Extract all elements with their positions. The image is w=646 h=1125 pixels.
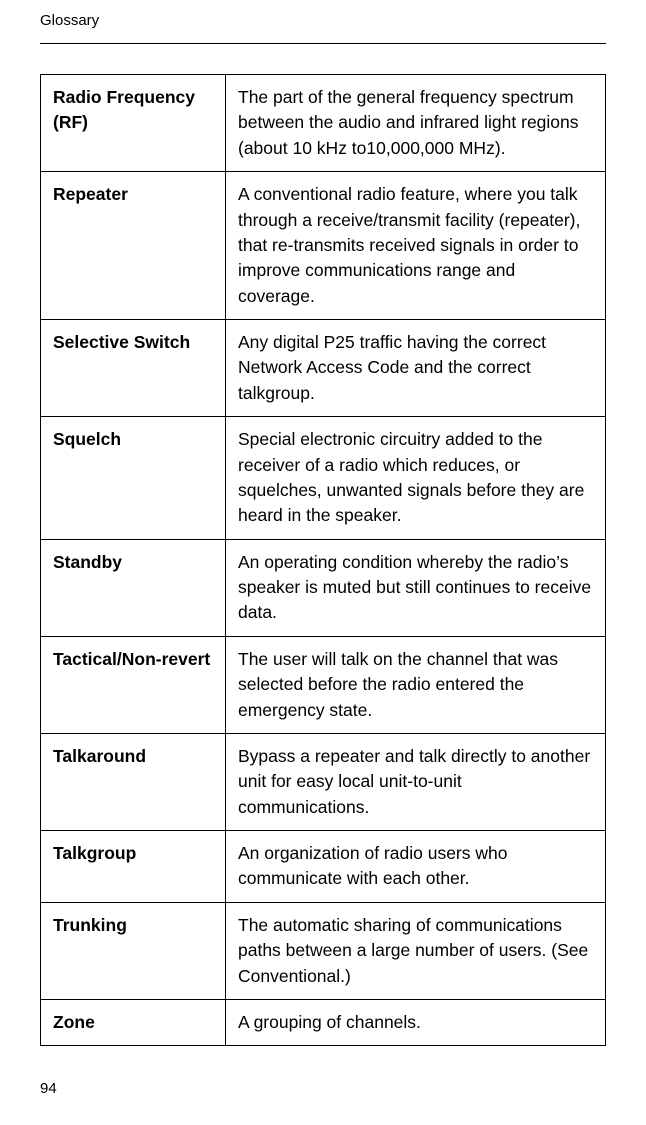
table-row: Zone A grouping of channels.: [41, 999, 606, 1045]
table-row: Tactical/Non-revert The user will talk o…: [41, 636, 606, 733]
table-row: Talkgroup An organization of radio users…: [41, 831, 606, 903]
page-header: Glossary: [40, 12, 606, 44]
term-cell: Talkgroup: [41, 831, 226, 903]
term-cell: Repeater: [41, 172, 226, 320]
table-row: Trunking The automatic sharing of commun…: [41, 902, 606, 999]
page-container: Glossary Radio Frequency (RF) The part o…: [0, 0, 646, 1125]
term-cell: Trunking: [41, 902, 226, 999]
term-cell: Radio Frequency (RF): [41, 75, 226, 172]
page-number: 94: [40, 1080, 57, 1097]
term-cell: Squelch: [41, 417, 226, 540]
definition-cell: A grouping of channels.: [226, 999, 606, 1045]
definition-cell: Special electronic circuitry added to th…: [226, 417, 606, 540]
term-cell: Standby: [41, 539, 226, 636]
definition-cell: A conventional radio feature, where you …: [226, 172, 606, 320]
definition-cell: Any digital P25 traffic having the corre…: [226, 320, 606, 417]
definition-cell: The automatic sharing of communications …: [226, 902, 606, 999]
definition-cell: An organization of radio users who commu…: [226, 831, 606, 903]
definition-cell: The user will talk on the channel that w…: [226, 636, 606, 733]
table-row: Standby An operating condition whereby t…: [41, 539, 606, 636]
definition-cell: An operating condition whereby the radio…: [226, 539, 606, 636]
table-row: Talkaround Bypass a repeater and talk di…: [41, 733, 606, 830]
term-cell: Talkaround: [41, 733, 226, 830]
table-row: Squelch Special electronic circuitry add…: [41, 417, 606, 540]
glossary-table: Radio Frequency (RF) The part of the gen…: [40, 74, 606, 1046]
definition-cell: The part of the general frequency spectr…: [226, 75, 606, 172]
term-cell: Tactical/Non-revert: [41, 636, 226, 733]
header-title: Glossary: [40, 12, 99, 29]
table-row: Repeater A conventional radio feature, w…: [41, 172, 606, 320]
term-cell: Zone: [41, 999, 226, 1045]
table-row: Radio Frequency (RF) The part of the gen…: [41, 75, 606, 172]
term-cell: Selective Switch: [41, 320, 226, 417]
definition-cell: Bypass a repeater and talk directly to a…: [226, 733, 606, 830]
table-row: Selective Switch Any digital P25 traffic…: [41, 320, 606, 417]
